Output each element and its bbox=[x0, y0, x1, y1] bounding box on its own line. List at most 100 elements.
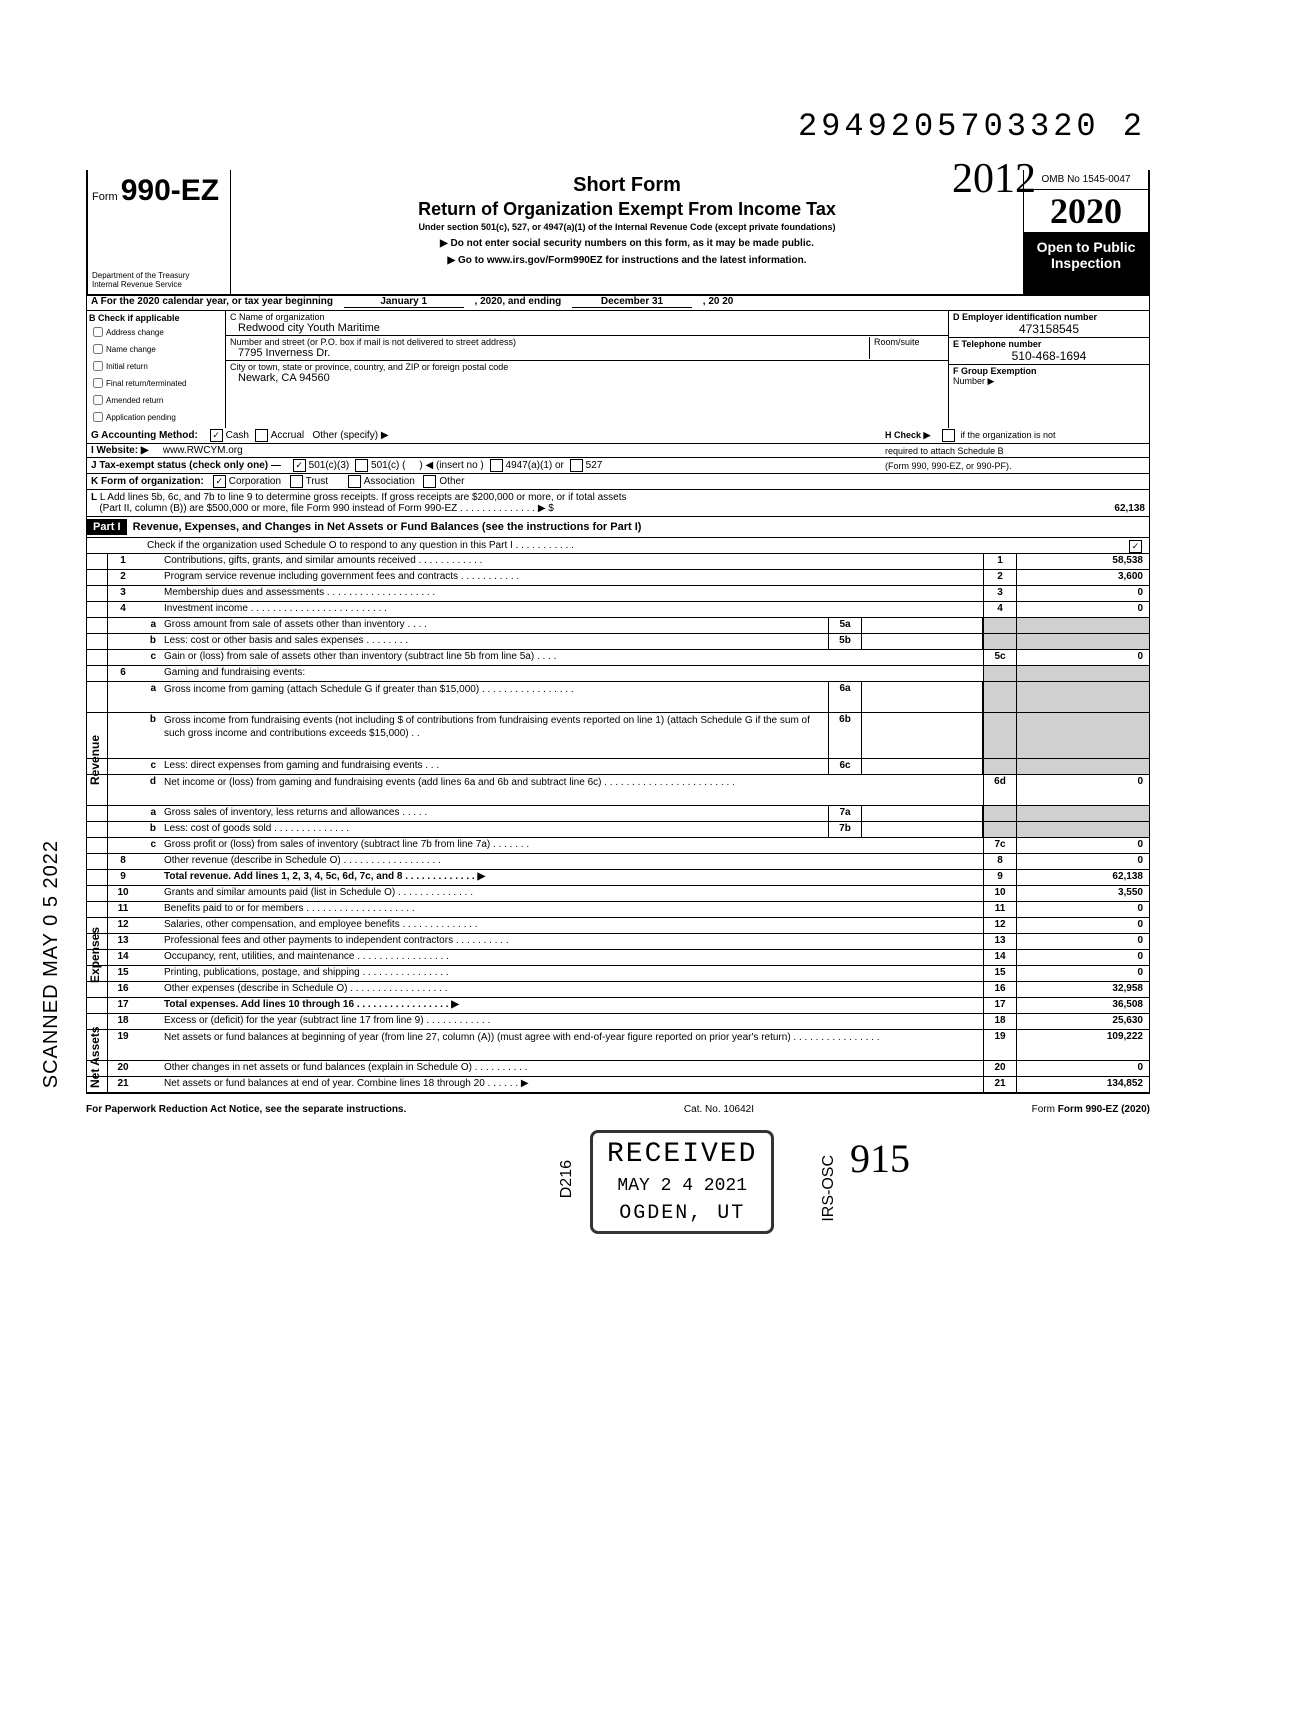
chk-name-change[interactable]: Name change bbox=[89, 341, 223, 357]
org-name: Redwood city Youth Maritime bbox=[230, 322, 380, 334]
header-left: Form 990-EZ Department of the Treasury I… bbox=[88, 170, 231, 294]
received-label: RECEIVED bbox=[607, 1139, 757, 1170]
line-8-desc: Other revenue (describe in Schedule O) .… bbox=[160, 854, 983, 869]
chk-corporation[interactable]: ✓ bbox=[213, 475, 226, 488]
line-5c: cGain or (loss) from sale of assets othe… bbox=[87, 650, 1149, 666]
row-k-org-form: K Form of organization: ✓Corporation Tru… bbox=[87, 474, 1149, 490]
line-4-desc: Investment income . . . . . . . . . . . … bbox=[160, 602, 983, 617]
website-url: www.RWCYM.org bbox=[163, 445, 243, 456]
line-5a-desc: Gross amount from sale of assets other t… bbox=[160, 618, 828, 633]
line-21-desc: Net assets or fund balances at end of ye… bbox=[160, 1077, 983, 1092]
chk-association[interactable] bbox=[348, 475, 361, 488]
line-18-desc: Excess or (deficit) for the year (subtra… bbox=[160, 1014, 983, 1029]
side-label-expenses: Expenses bbox=[88, 900, 102, 1010]
line-5a: aGross amount from sale of assets other … bbox=[87, 618, 1149, 634]
omb-number: OMB No 1545-0047 bbox=[1024, 170, 1148, 190]
line-5c-desc: Gain or (loss) from sale of assets other… bbox=[160, 650, 983, 665]
catalog-number: Cat. No. 10642I bbox=[684, 1104, 754, 1115]
subtitle: Under section 501(c), 527, or 4947(a)(1)… bbox=[239, 222, 1015, 232]
line-6d: dNet income or (loss) from gaming and fu… bbox=[87, 775, 1149, 806]
chk-cash[interactable]: ✓ bbox=[210, 429, 223, 442]
chk-application-pending[interactable]: Application pending bbox=[89, 409, 223, 425]
line-7b-desc: Less: cost of goods sold . . . . . . . .… bbox=[160, 822, 828, 837]
group-exemption-field: F Group Exemption Number ▶ bbox=[949, 365, 1149, 388]
line-13-value: 0 bbox=[1017, 934, 1149, 949]
line-6c: cLess: direct expenses from gaming and f… bbox=[87, 759, 1149, 775]
line-3-desc: Membership dues and assessments . . . . … bbox=[160, 586, 983, 601]
line-7a: aGross sales of inventory, less returns … bbox=[87, 806, 1149, 822]
line-15-desc: Printing, publications, postage, and shi… bbox=[160, 966, 983, 981]
chk-accrual[interactable] bbox=[255, 429, 268, 442]
row-i-website: I Website: ▶ www.RWCYM.org required to a… bbox=[87, 444, 1149, 458]
line-11-value: 0 bbox=[1017, 902, 1149, 917]
chk-address-change[interactable]: Address change bbox=[89, 324, 223, 340]
chk-501c[interactable] bbox=[355, 459, 368, 472]
street-address: 7795 Inverness Dr. bbox=[230, 347, 330, 359]
line-10-desc: Grants and similar amounts paid (list in… bbox=[160, 886, 983, 901]
page: 2949205703320 2 2012 Form 990-EZ Departm… bbox=[0, 0, 1296, 1723]
line-3-value: 0 bbox=[1017, 586, 1149, 601]
scanned-stamp: SCANNED MAY 0 5 2022 bbox=[40, 840, 63, 1088]
line-6: 6Gaming and fundraising events: bbox=[87, 666, 1149, 682]
line-12-desc: Salaries, other compensation, and employ… bbox=[160, 918, 983, 933]
line-19-value: 109,222 bbox=[1017, 1030, 1149, 1060]
line-1-desc: Contributions, gifts, grants, and simila… bbox=[160, 554, 983, 569]
chk-schedule-b[interactable] bbox=[942, 429, 955, 442]
section-a-grid: B Check if applicable Address change Nam… bbox=[87, 311, 1149, 428]
handwritten-915: 915 bbox=[850, 1135, 910, 1182]
calendar-year-line: A For the 2020 calendar year, or tax yea… bbox=[87, 294, 1149, 311]
line-7c-value: 0 bbox=[1017, 838, 1149, 853]
line-6b: bGross income from fundraising events (n… bbox=[87, 713, 1149, 759]
line-8: 8Other revenue (describe in Schedule O) … bbox=[87, 854, 1149, 870]
city-field: City or town, state or province, country… bbox=[226, 361, 948, 385]
chk-501c3[interactable]: ✓ bbox=[293, 459, 306, 472]
line-9-desc: Total revenue. Add lines 1, 2, 3, 4, 5c,… bbox=[160, 870, 983, 885]
section-a: A For the 2020 calendar year, or tax yea… bbox=[86, 294, 1150, 1094]
chk-schedule-o-part-i[interactable]: ✓ bbox=[1129, 540, 1142, 553]
open-to-public: Open to PublicInspection bbox=[1024, 233, 1148, 294]
side-label-netassets: Net Assets bbox=[88, 1020, 102, 1095]
document-locator-number: 2949205703320 2 bbox=[798, 108, 1146, 145]
room-suite: Room/suite bbox=[869, 337, 944, 359]
line-14-value: 0 bbox=[1017, 950, 1149, 965]
chk-527[interactable] bbox=[570, 459, 583, 472]
col-b-checkboxes: B Check if applicable Address change Nam… bbox=[87, 311, 226, 428]
line-6c-desc: Less: direct expenses from gaming and fu… bbox=[160, 759, 828, 774]
instruction-url: ▶ Go to www.irs.gov/Form990EZ for instru… bbox=[239, 255, 1015, 266]
tax-year: 2020 bbox=[1024, 190, 1148, 233]
line-20: 20Other changes in net assets or fund ba… bbox=[87, 1061, 1149, 1077]
line-3: 3Membership dues and assessments . . . .… bbox=[87, 586, 1149, 602]
line-21-value: 134,852 bbox=[1017, 1077, 1149, 1092]
line-17: 17Total expenses. Add lines 10 through 1… bbox=[87, 998, 1149, 1014]
line-11: 11Benefits paid to or for members . . . … bbox=[87, 902, 1149, 918]
line-2-value: 3,600 bbox=[1017, 570, 1149, 585]
line-5b: bLess: cost or other basis and sales exp… bbox=[87, 634, 1149, 650]
line-1: 1Contributions, gifts, grants, and simil… bbox=[87, 554, 1149, 570]
short-form-label: Short Form bbox=[239, 174, 1015, 197]
h-check: H Check ▶ if the organization is not bbox=[885, 429, 1145, 442]
ein-field: D Employer identification number 4731585… bbox=[949, 311, 1149, 338]
chk-other-org[interactable] bbox=[423, 475, 436, 488]
line-6a-desc: Gross income from gaming (attach Schedul… bbox=[160, 682, 828, 712]
h-line3: (Form 990, 990-EZ, or 990-PF). bbox=[885, 461, 1145, 471]
part-i-label: Part I bbox=[87, 519, 127, 535]
chk-final-return[interactable]: Final return/terminated bbox=[89, 375, 223, 391]
line-17-desc: Total expenses. Add lines 10 through 16 … bbox=[160, 998, 983, 1013]
chk-4947[interactable] bbox=[490, 459, 503, 472]
city-state-zip: Newark, CA 94560 bbox=[230, 372, 330, 384]
chk-amended-return[interactable]: Amended return bbox=[89, 392, 223, 408]
line-19: 19Net assets or fund balances at beginni… bbox=[87, 1030, 1149, 1061]
line-16-value: 32,958 bbox=[1017, 982, 1149, 997]
b-label: B Check if applicable bbox=[89, 313, 223, 323]
line-18-value: 25,630 bbox=[1017, 1014, 1149, 1029]
chk-initial-return[interactable]: Initial return bbox=[89, 358, 223, 374]
line-7c: cGross profit or (loss) from sales of in… bbox=[87, 838, 1149, 854]
line-12-value: 0 bbox=[1017, 918, 1149, 933]
chk-trust[interactable] bbox=[290, 475, 303, 488]
form-id-footer: Form Form 990-EZ (2020) bbox=[1032, 1104, 1150, 1115]
line-6b-desc: Gross income from fundraising events (no… bbox=[160, 713, 828, 758]
line-4: 4Investment income . . . . . . . . . . .… bbox=[87, 602, 1149, 618]
street-field: Number and street (or P.O. box if mail i… bbox=[226, 336, 948, 361]
line-5c-value: 0 bbox=[1017, 650, 1149, 665]
side-label-revenue: Revenue bbox=[88, 630, 102, 890]
